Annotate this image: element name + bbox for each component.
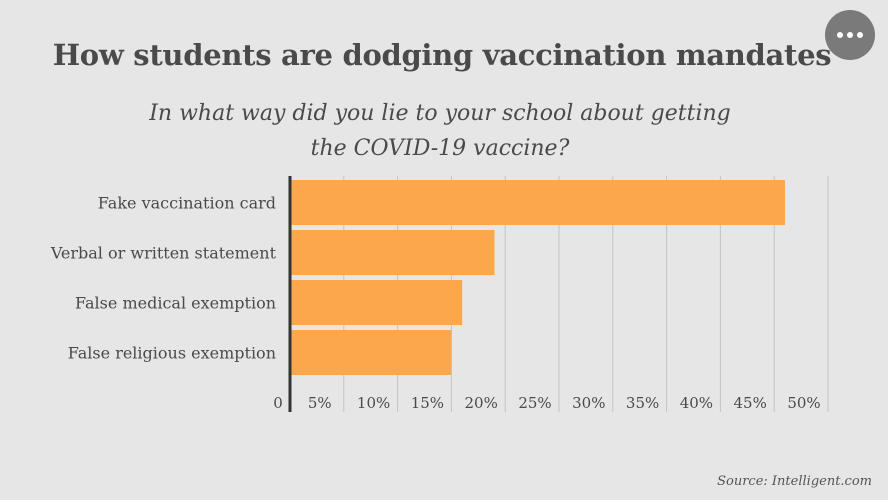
chart-title: How students are dodging vaccination man… [52, 38, 832, 72]
x-tick-label: 40% [680, 394, 713, 412]
x-tick-label: 0 [273, 394, 283, 412]
x-tick-label: 15% [411, 394, 444, 412]
category-label: False religious exemption [68, 344, 276, 363]
chart-subtitle: In what way did you lie to your school a… [149, 101, 731, 161]
bar [290, 230, 495, 275]
x-tick-label: 20% [465, 394, 498, 412]
x-tick-label: 30% [572, 394, 605, 412]
category-label: Fake vaccination card [98, 194, 276, 213]
x-tick-label: 35% [626, 394, 659, 412]
x-tick-label: 5% [308, 394, 332, 412]
bar [290, 330, 452, 375]
bar [290, 180, 785, 225]
bar [290, 280, 463, 325]
x-tick-label: 50% [787, 394, 820, 412]
x-tick-label: 45% [734, 394, 767, 412]
x-tick-label: 25% [518, 394, 551, 412]
more-horizontal-icon-dot [857, 32, 863, 38]
category-label: False medical exemption [75, 294, 276, 313]
x-tick-label: 10% [357, 394, 390, 412]
source-note: Source: Intelligent.com [717, 474, 872, 489]
more-options-button[interactable] [825, 10, 875, 60]
more-horizontal-icon [837, 32, 843, 38]
more-horizontal-icon-dot [847, 32, 853, 38]
category-label: Verbal or written statement [50, 244, 277, 263]
